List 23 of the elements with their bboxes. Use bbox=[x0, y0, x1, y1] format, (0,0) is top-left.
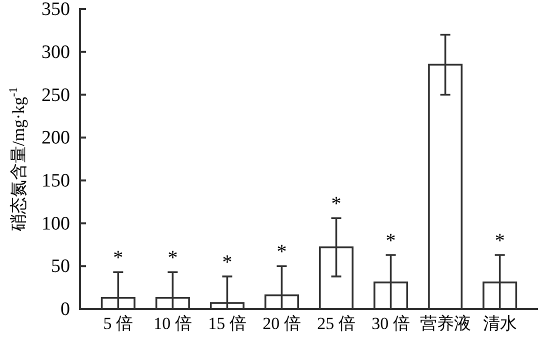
y-tick-label: 350 bbox=[42, 0, 70, 20]
x-tick-label: 30 倍 bbox=[372, 314, 410, 334]
x-tick-label: 营养液 bbox=[420, 314, 471, 334]
x-tick-label: 10 倍 bbox=[154, 314, 192, 334]
annotation: * bbox=[113, 247, 124, 270]
y-tick-label: 300 bbox=[42, 42, 70, 63]
annotation: * bbox=[331, 193, 342, 216]
annotation: * bbox=[494, 230, 505, 252]
y-tick-label: 150 bbox=[42, 170, 70, 192]
x-tick-label: 25 倍 bbox=[317, 314, 356, 334]
annotation: * bbox=[386, 230, 396, 252]
annotation: * bbox=[276, 241, 287, 264]
y-tick-label: 0 bbox=[60, 299, 70, 320]
y-tick-label: 200 bbox=[42, 128, 70, 149]
annotation: * bbox=[168, 247, 178, 270]
x-tick-label: 20 倍 bbox=[262, 314, 301, 334]
x-tick-label: 清水 bbox=[482, 314, 517, 334]
x-tick-label: 15 倍 bbox=[208, 314, 246, 334]
y-tick-label: 50 bbox=[51, 256, 70, 278]
x-tick-label: 5 倍 bbox=[103, 314, 134, 334]
y-tick-label: 100 bbox=[42, 213, 70, 234]
annotation: * bbox=[222, 251, 232, 274]
y-tick-label: 250 bbox=[42, 84, 70, 106]
